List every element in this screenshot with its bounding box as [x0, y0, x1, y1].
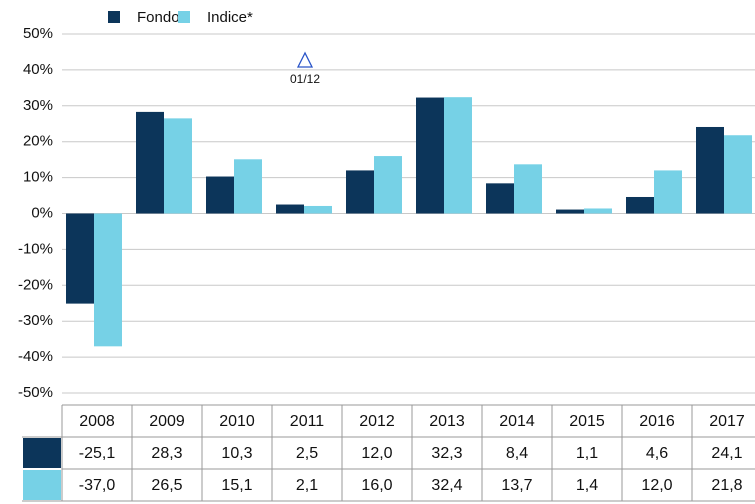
- table-cell: 26,5: [151, 477, 182, 494]
- table-cell: 16,0: [361, 477, 392, 494]
- table-cell: 24,1: [711, 445, 742, 462]
- table-swatch: [23, 438, 61, 468]
- legend-swatch: [178, 11, 190, 23]
- legend-swatch: [108, 11, 120, 23]
- bar: [66, 213, 94, 304]
- bar: [234, 159, 262, 214]
- bar: [374, 156, 402, 214]
- bar: [514, 164, 542, 214]
- legend-label: Fondo: [137, 9, 180, 26]
- y-tick-label: -30%: [18, 312, 53, 329]
- legend-label: Indice*: [207, 9, 253, 26]
- bar: [486, 183, 514, 214]
- bar: [304, 205, 332, 214]
- table-header: 2010: [219, 413, 255, 430]
- table-cell: 4,6: [646, 445, 668, 462]
- table-cell: 1,4: [576, 477, 598, 494]
- bar: [136, 111, 164, 214]
- bar: [696, 126, 724, 214]
- bar: [206, 176, 234, 214]
- table-cell: -37,0: [79, 477, 116, 494]
- bar: [654, 170, 682, 214]
- y-tick-label: -50%: [18, 384, 53, 401]
- table-cell: 21,8: [711, 477, 742, 494]
- y-tick-label: -20%: [18, 276, 53, 293]
- y-tick-label: 30%: [23, 97, 53, 114]
- annotation: 01/12: [290, 72, 320, 86]
- bar: [276, 204, 304, 214]
- table-header: 2008: [79, 413, 115, 430]
- table-header: 2016: [639, 413, 675, 430]
- y-tick-label: -40%: [18, 348, 53, 365]
- table-cell: 10,3: [221, 445, 252, 462]
- y-tick-label: -10%: [18, 240, 53, 257]
- table-header: 2017: [709, 413, 745, 430]
- table-header: 2011: [290, 413, 325, 430]
- bar: [444, 97, 472, 214]
- table-header: 2015: [569, 413, 605, 430]
- table-header: 2013: [429, 413, 465, 430]
- y-tick-label: 0%: [31, 204, 53, 221]
- table-cell: 2,5: [296, 445, 318, 462]
- table-cell: 32,4: [431, 477, 462, 494]
- table-cell: 2,1: [296, 477, 318, 494]
- bar: [584, 208, 612, 214]
- table-cell: 28,3: [151, 445, 182, 462]
- bar: [346, 170, 374, 214]
- bar: [94, 213, 122, 347]
- table-cell: 15,1: [221, 477, 252, 494]
- table-cell: 12,0: [641, 477, 672, 494]
- table-header: 2012: [359, 413, 395, 430]
- bar: [724, 135, 752, 214]
- y-tick-label: 10%: [23, 169, 53, 186]
- table-header: 2014: [499, 413, 535, 430]
- table-swatch: [23, 470, 61, 500]
- table-cell: 12,0: [361, 445, 392, 462]
- bar: [416, 97, 444, 214]
- y-tick-label: 50%: [23, 25, 53, 42]
- table-cell: 1,1: [576, 445, 598, 462]
- annotation-marker: [296, 51, 314, 68]
- table-header: 2009: [149, 413, 185, 430]
- table-cell: 32,3: [431, 445, 462, 462]
- bar: [626, 196, 654, 214]
- table-cell: -25,1: [79, 445, 116, 462]
- y-tick-label: 20%: [23, 133, 53, 150]
- table-cell: 8,4: [506, 445, 528, 462]
- table-cell: 13,7: [501, 477, 532, 494]
- bar: [556, 209, 584, 214]
- y-tick-label: 40%: [23, 61, 53, 78]
- bar: [164, 118, 192, 214]
